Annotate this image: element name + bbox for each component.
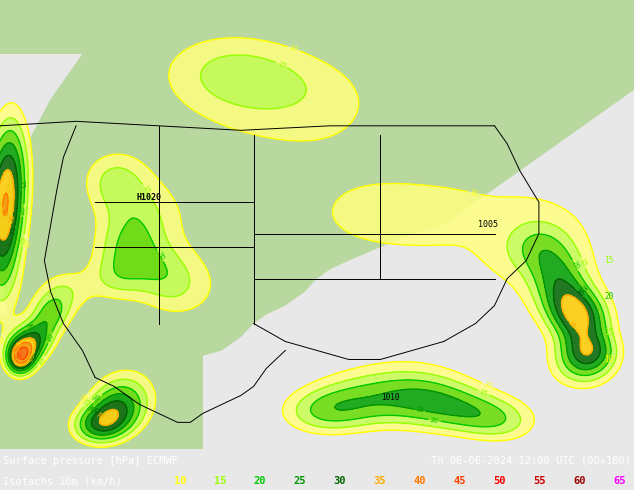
Text: 10: 10 (80, 392, 90, 402)
Text: 25: 25 (27, 323, 37, 332)
Text: 15: 15 (276, 60, 287, 70)
Text: Isotachs 10m (km/h): Isotachs 10m (km/h) (3, 476, 122, 486)
Text: Th 06-06-2024 12:00 UTC (00+180): Th 06-06-2024 12:00 UTC (00+180) (431, 456, 631, 466)
Text: 40: 40 (413, 476, 426, 486)
Text: 20: 20 (20, 206, 27, 215)
Text: 30: 30 (333, 476, 346, 486)
Text: 10: 10 (469, 189, 479, 197)
Text: 1010: 1010 (380, 393, 399, 402)
Text: 30: 30 (93, 406, 103, 417)
Polygon shape (0, 0, 634, 404)
Text: 15: 15 (36, 356, 46, 366)
Text: 35: 35 (96, 410, 107, 421)
Text: 50: 50 (493, 476, 506, 486)
Text: 20: 20 (46, 332, 55, 343)
Text: 25: 25 (88, 404, 98, 415)
Text: 15: 15 (604, 256, 613, 265)
Text: H1020: H1020 (136, 193, 162, 202)
Text: 25: 25 (294, 476, 306, 486)
Text: 20: 20 (155, 251, 165, 262)
Text: 25: 25 (415, 406, 425, 414)
Text: 10: 10 (604, 355, 613, 364)
Text: 55: 55 (533, 476, 546, 486)
Text: 30: 30 (29, 353, 39, 364)
Text: 10: 10 (174, 476, 186, 486)
Text: 1005: 1005 (478, 220, 498, 229)
Text: 10: 10 (288, 45, 299, 53)
Text: 65: 65 (613, 476, 626, 486)
Text: 20: 20 (430, 416, 439, 424)
Text: 20: 20 (570, 260, 579, 270)
Text: 20: 20 (93, 393, 103, 404)
Text: 35: 35 (8, 214, 16, 223)
Text: 25: 25 (578, 283, 588, 294)
Text: 25: 25 (18, 180, 24, 189)
Text: 15: 15 (141, 184, 151, 195)
Text: Surface pressure [hPa] ECMWF: Surface pressure [hPa] ECMWF (3, 456, 178, 466)
Text: 35: 35 (373, 476, 386, 486)
Text: 15: 15 (214, 476, 226, 486)
Text: 60: 60 (573, 476, 586, 486)
Text: 15: 15 (604, 328, 613, 337)
Text: 10: 10 (24, 239, 31, 248)
Bar (0, 0, 634, 54)
Text: 35: 35 (566, 319, 576, 330)
Text: 20: 20 (254, 476, 266, 486)
Text: 40: 40 (0, 208, 8, 218)
Text: 10: 10 (0, 334, 4, 344)
Text: 20: 20 (604, 292, 613, 301)
Text: 35: 35 (27, 352, 37, 363)
Text: 15: 15 (579, 258, 588, 268)
Text: 40: 40 (11, 343, 22, 354)
Text: 15: 15 (20, 235, 27, 245)
Text: 10: 10 (482, 381, 493, 390)
Text: 15: 15 (82, 397, 93, 408)
Text: 45: 45 (453, 476, 466, 486)
Text: 45: 45 (14, 351, 21, 360)
Bar (0, 315, 203, 449)
Text: 30: 30 (10, 226, 18, 236)
Text: 30: 30 (574, 288, 584, 298)
Text: 15: 15 (478, 388, 489, 397)
